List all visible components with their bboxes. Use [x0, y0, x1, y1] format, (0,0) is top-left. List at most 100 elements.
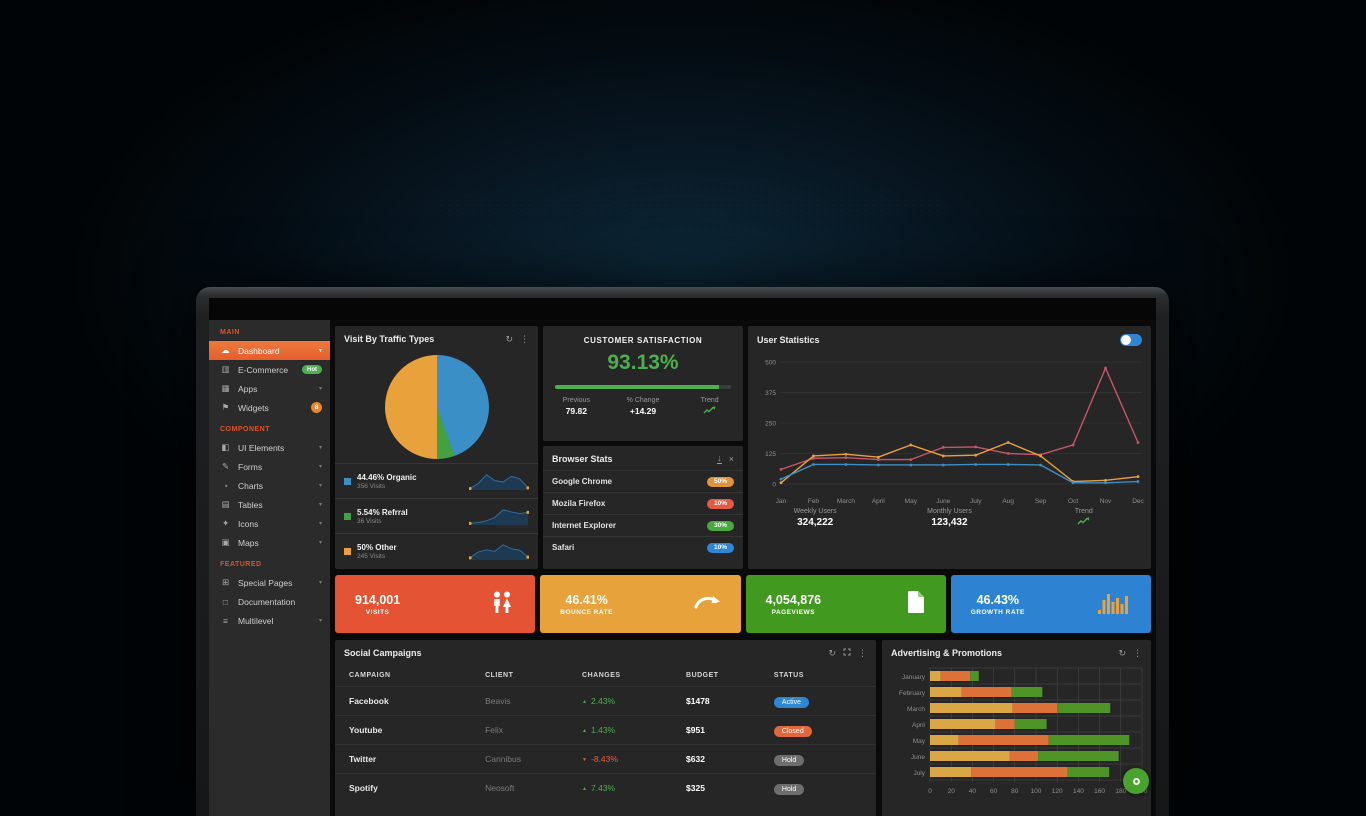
- user-stats-title: User Statistics: [757, 335, 820, 345]
- status-badge: Closed: [773, 726, 812, 737]
- segment-yellow: [930, 751, 1010, 761]
- svg-text:May: May: [905, 498, 918, 505]
- sidebar-item-ui-elements[interactable]: ◧ UI Elements ▾: [209, 438, 330, 457]
- browser-row-mozila-firefox[interactable]: Mozila Firefox 10%: [543, 492, 743, 514]
- charts-icon: ◔: [222, 480, 229, 491]
- svg-text:80: 80: [1011, 788, 1019, 795]
- download-icon[interactable]: ↓: [717, 453, 722, 464]
- segment-yellow: [930, 671, 941, 681]
- column-header-campaign: CAMPAIGN: [349, 672, 391, 679]
- legend-percent-label: 5.54% Refrral: [357, 507, 408, 517]
- settings-fab[interactable]: [1123, 768, 1149, 794]
- pageviews-tile[interactable]: 4,054,876 PAGEVIEWS: [745, 575, 946, 633]
- segment-orange: [958, 735, 1049, 745]
- segment-orange: [961, 687, 1012, 697]
- cell-campaign: Spotify: [335, 773, 486, 802]
- pageviews-value: 4,054,876: [765, 592, 822, 607]
- browser-rows: Google Chrome 50% Mozila Firefox 10% Interne…: [543, 470, 743, 558]
- column-header-client: CLIENT: [485, 672, 514, 679]
- chevron-down-icon: ▾: [318, 580, 322, 586]
- campaign-row-facebook[interactable]: Facebook Beavis ▲ 2.43% $1478 Active: [335, 686, 876, 716]
- legend-item-other[interactable]: 50% Other 245 Visits: [335, 534, 538, 569]
- sidebar-item-apps[interactable]: ▦ Apps ▾: [209, 379, 330, 398]
- close-icon[interactable]: ×: [728, 453, 734, 464]
- expand-icon[interactable]: [843, 648, 851, 658]
- user-trend-stat: Trend: [1017, 508, 1151, 528]
- refresh-icon[interactable]: ↻: [828, 647, 836, 658]
- sidebar-section-label: FEATURED: [220, 561, 262, 568]
- sidebar-item-multilevel[interactable]: ≡ Multilevel ▾: [209, 611, 330, 630]
- browser-share-badge: 10%: [706, 542, 734, 553]
- sidebar-item-label: Widgets: [238, 402, 269, 413]
- sidebar-item-charts[interactable]: ◔ Charts ▾: [209, 476, 330, 495]
- segment-orange: [995, 719, 1015, 729]
- pageviews-label: PAGEVIEWS: [771, 608, 815, 616]
- legend-visits: 356 Visits: [357, 482, 386, 490]
- icons-icon: ✦: [221, 518, 230, 528]
- segment-orange: [1009, 751, 1039, 761]
- refresh-icon[interactable]: ↻: [1118, 647, 1126, 658]
- growth-rate-tile[interactable]: 46.43% GROWTH RATE: [950, 575, 1151, 633]
- sidebar: MAIN ☁ Dashboard ▾ ▥ E-Commerce Hot ▦ Apps ▾ ⚑ Widg…: [209, 320, 330, 816]
- sidebar-item-forms[interactable]: ✎ Forms ▾: [209, 457, 330, 476]
- segment-green: [1011, 687, 1043, 697]
- trend-label: Trend: [700, 397, 719, 404]
- traffic-card-header: Visit By Traffic Types ↻ ⋮: [335, 326, 538, 350]
- legend-visits: 36 Visits: [357, 517, 382, 525]
- kebab-menu-icon[interactable]: ⋮: [1133, 647, 1142, 658]
- laptop-screen: MAIN ☁ Dashboard ▾ ▥ E-Commerce Hot ▦ Apps ▾ ⚑ Widg…: [209, 298, 1156, 816]
- series-orange: [780, 441, 1139, 484]
- user-trend-label: Trend: [1074, 508, 1093, 515]
- sidebar-item-widgets[interactable]: ⚑ Widgets 8: [209, 398, 330, 417]
- sparkline-chart: [469, 508, 529, 525]
- bounce-arrow-icon: [693, 592, 721, 617]
- previous-stat: Previous 79.82: [543, 397, 610, 416]
- cell-client: Cannibus: [485, 744, 583, 774]
- sidebar-item-e-commerce[interactable]: ▥ E-Commerce Hot: [209, 360, 330, 379]
- browser-row-internet-explorer[interactable]: Internet Explorer 30%: [543, 514, 743, 536]
- svg-text:120: 120: [1052, 788, 1063, 795]
- middle-column: CUSTOMER SATISFACTION 93.13% Previous 7: [543, 326, 743, 569]
- svg-text:Feb: Feb: [808, 498, 820, 505]
- segment-orange: [1012, 703, 1058, 713]
- sidebar-item-documentation[interactable]: □ Documentation: [209, 592, 330, 611]
- browser-row-google-chrome[interactable]: Google Chrome 50%: [543, 470, 743, 492]
- browser-card-title: Browser Stats: [552, 454, 613, 464]
- refresh-icon[interactable]: ↻: [505, 333, 513, 344]
- legend-swatch: [344, 512, 351, 520]
- visits-tile[interactable]: 914,001 VISITS: [335, 575, 536, 633]
- cell-changes: ▼ -8.43%: [582, 744, 687, 774]
- bounce-rate-tile[interactable]: 46.41% BOUNCE RATE: [540, 575, 741, 633]
- user-stats-toggle[interactable]: [1120, 334, 1142, 346]
- segment-green: [1067, 767, 1110, 777]
- campaigns-title: Social Campaigns: [344, 648, 422, 658]
- customer-satisfaction-card: CUSTOMER SATISFACTION 93.13% Previous 7: [543, 326, 743, 441]
- campaign-row-twitter[interactable]: Twitter Cannibus ▼ -8.43% $632 Hold: [335, 744, 876, 774]
- sidebar-item-icons[interactable]: ✦ Icons ▾: [209, 514, 330, 533]
- chevron-down-icon: ▾: [318, 521, 322, 527]
- svg-text:April: April: [872, 498, 886, 505]
- row-top-cards: Visit By Traffic Types ↻ ⋮ 44.46% Organi…: [335, 326, 1151, 569]
- visits-value: 914,001: [355, 592, 401, 607]
- campaign-row-youtube[interactable]: Youtube Felix ▲ 1.43% $951 Closed: [335, 715, 876, 745]
- legend-text: 44.46% Organic 356 Visits: [357, 473, 469, 490]
- sidebar-item-special-pages[interactable]: ⊞ Special Pages ▾: [209, 573, 330, 592]
- browser-name: Google Chrome: [552, 477, 613, 486]
- column-header-status: STATUS: [773, 672, 804, 679]
- bar-chart-icon: [1097, 590, 1131, 619]
- sidebar-item-dashboard[interactable]: ☁ Dashboard ▾: [209, 341, 330, 360]
- sparkline-chart: [469, 473, 529, 490]
- sidebar-item-tables[interactable]: ▤ Tables ▾: [209, 495, 330, 514]
- bounce-rate-value: 46.41%: [565, 592, 608, 607]
- kebab-menu-icon[interactable]: ⋮: [520, 333, 529, 344]
- legend-item-organic[interactable]: 44.46% Organic 356 Visits: [335, 464, 538, 499]
- cell-budget: $325: [686, 773, 774, 802]
- svg-text:250: 250: [765, 421, 776, 428]
- browser-row-safari[interactable]: Safari 10%: [543, 536, 743, 558]
- legend-item-refrral[interactable]: 5.54% Refrral 36 Visits: [335, 499, 538, 534]
- app-body: MAIN ☁ Dashboard ▾ ▥ E-Commerce Hot ▦ Apps ▾ ⚑ Widg…: [209, 320, 1156, 816]
- kebab-menu-icon[interactable]: ⋮: [858, 647, 867, 658]
- sidebar-item-maps[interactable]: ▣ Maps ▾: [209, 533, 330, 552]
- campaign-row-spotify[interactable]: Spotify Neosoft ▲ 7.43% $325 Hold: [335, 773, 876, 802]
